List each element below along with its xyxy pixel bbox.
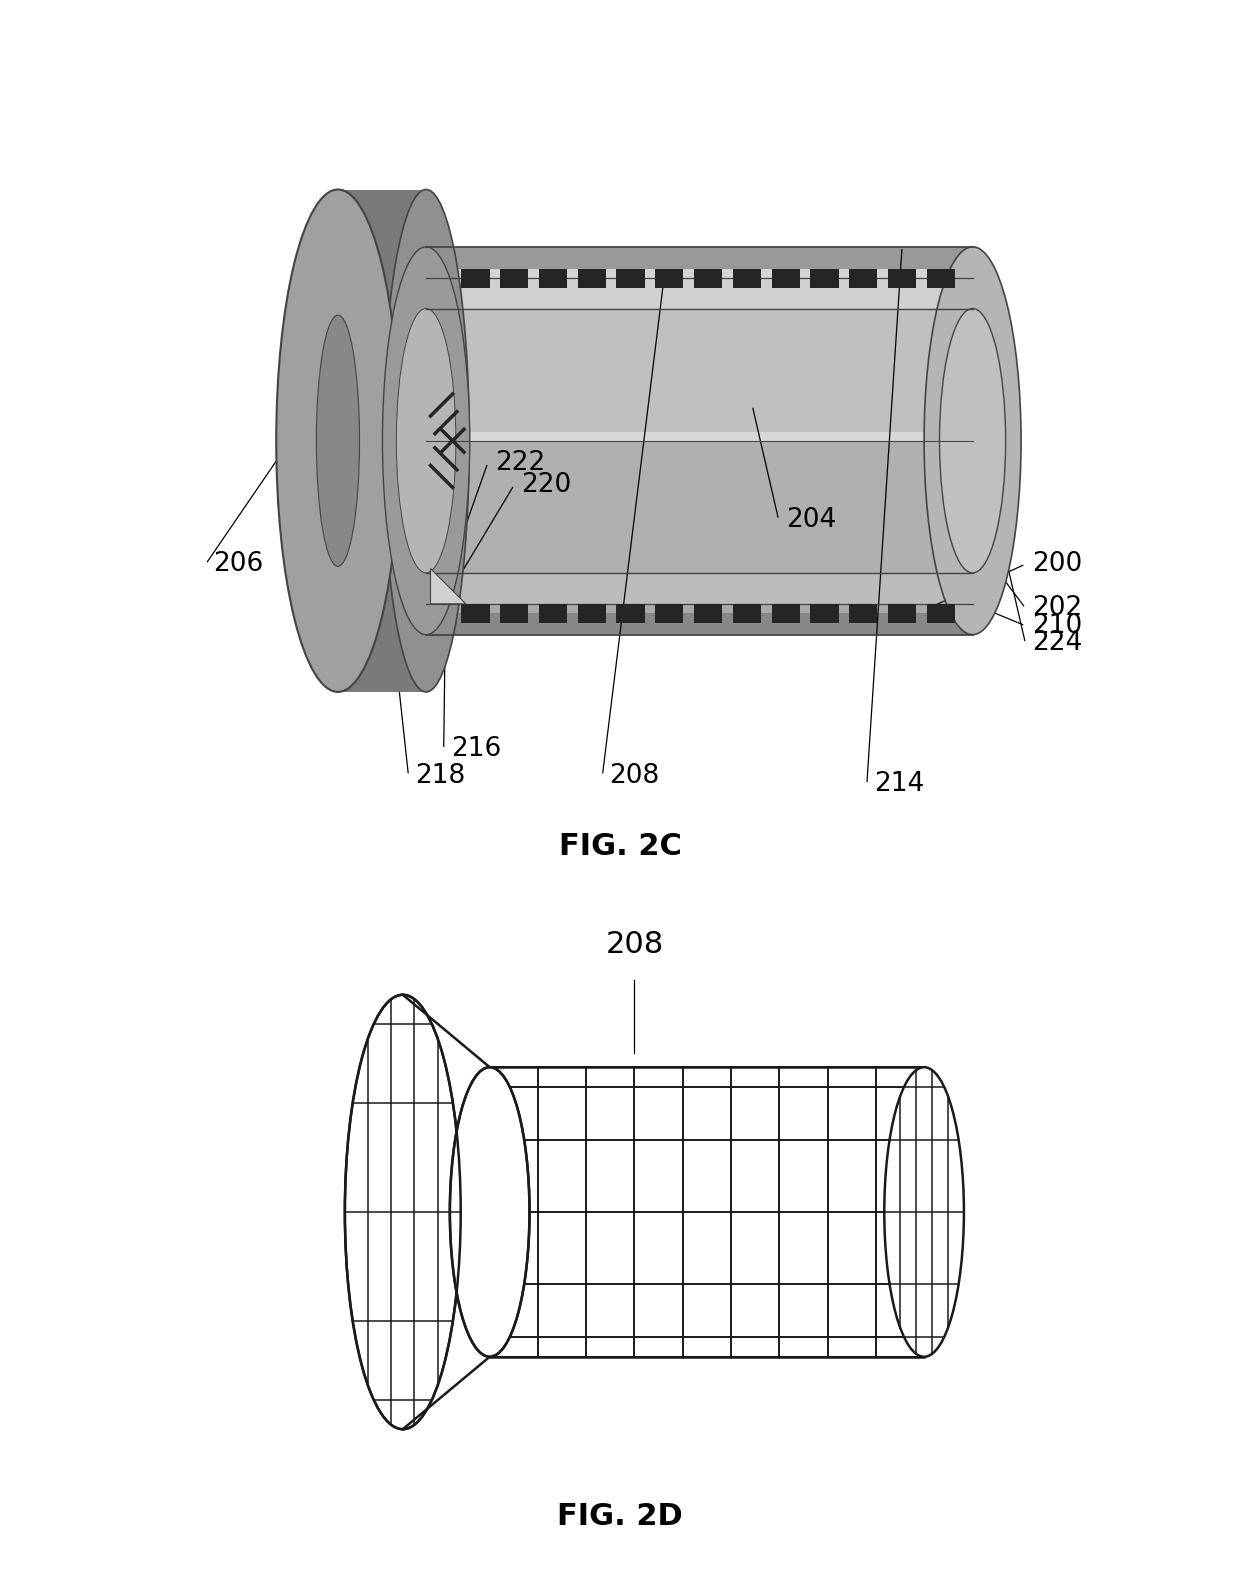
FancyBboxPatch shape — [733, 604, 761, 623]
Text: 202: 202 — [1033, 595, 1083, 622]
Polygon shape — [427, 441, 972, 634]
FancyBboxPatch shape — [694, 269, 722, 288]
Text: 214: 214 — [874, 771, 924, 798]
FancyBboxPatch shape — [578, 269, 606, 288]
Text: 216: 216 — [451, 737, 501, 762]
Polygon shape — [427, 277, 972, 309]
FancyBboxPatch shape — [926, 269, 955, 288]
FancyBboxPatch shape — [849, 269, 878, 288]
FancyBboxPatch shape — [888, 604, 916, 623]
FancyBboxPatch shape — [733, 269, 761, 288]
Text: FIG. 2C: FIG. 2C — [558, 831, 682, 861]
FancyBboxPatch shape — [539, 269, 567, 288]
FancyBboxPatch shape — [811, 269, 838, 288]
Ellipse shape — [277, 189, 399, 693]
Text: 222: 222 — [495, 450, 546, 475]
Polygon shape — [427, 604, 972, 612]
Polygon shape — [427, 573, 972, 604]
FancyBboxPatch shape — [771, 269, 800, 288]
FancyBboxPatch shape — [849, 604, 878, 623]
Text: 208: 208 — [605, 930, 663, 959]
Polygon shape — [339, 189, 427, 693]
Polygon shape — [427, 309, 972, 441]
Text: 206: 206 — [213, 551, 263, 578]
FancyBboxPatch shape — [694, 604, 722, 623]
Polygon shape — [427, 431, 972, 441]
Polygon shape — [430, 568, 466, 604]
FancyBboxPatch shape — [461, 604, 490, 623]
Text: 224: 224 — [1033, 631, 1083, 656]
Polygon shape — [427, 441, 972, 573]
Text: 204: 204 — [786, 507, 836, 534]
Ellipse shape — [316, 315, 360, 567]
FancyBboxPatch shape — [811, 604, 838, 623]
FancyBboxPatch shape — [500, 604, 528, 623]
Text: FIG. 2D: FIG. 2D — [557, 1502, 683, 1530]
Polygon shape — [427, 247, 972, 441]
Ellipse shape — [924, 247, 1021, 634]
Text: 208: 208 — [609, 763, 660, 789]
Ellipse shape — [884, 1067, 963, 1357]
Polygon shape — [427, 269, 972, 277]
FancyBboxPatch shape — [655, 604, 683, 623]
FancyBboxPatch shape — [578, 604, 606, 623]
FancyBboxPatch shape — [771, 604, 800, 623]
FancyBboxPatch shape — [616, 604, 645, 623]
Text: 220: 220 — [521, 472, 572, 497]
Ellipse shape — [940, 309, 1006, 573]
Text: 210: 210 — [1033, 612, 1083, 639]
FancyBboxPatch shape — [539, 604, 567, 623]
FancyBboxPatch shape — [655, 269, 683, 288]
FancyBboxPatch shape — [926, 604, 955, 623]
FancyBboxPatch shape — [461, 269, 490, 288]
FancyBboxPatch shape — [500, 269, 528, 288]
Ellipse shape — [397, 309, 456, 573]
FancyBboxPatch shape — [888, 269, 916, 288]
FancyBboxPatch shape — [616, 269, 645, 288]
Ellipse shape — [345, 995, 461, 1429]
Text: 212: 212 — [372, 392, 422, 419]
FancyBboxPatch shape — [490, 1067, 924, 1357]
Text: 200: 200 — [1033, 551, 1083, 578]
Ellipse shape — [383, 189, 469, 693]
Ellipse shape — [382, 247, 470, 634]
Ellipse shape — [450, 1067, 529, 1357]
Text: 218: 218 — [415, 763, 466, 789]
